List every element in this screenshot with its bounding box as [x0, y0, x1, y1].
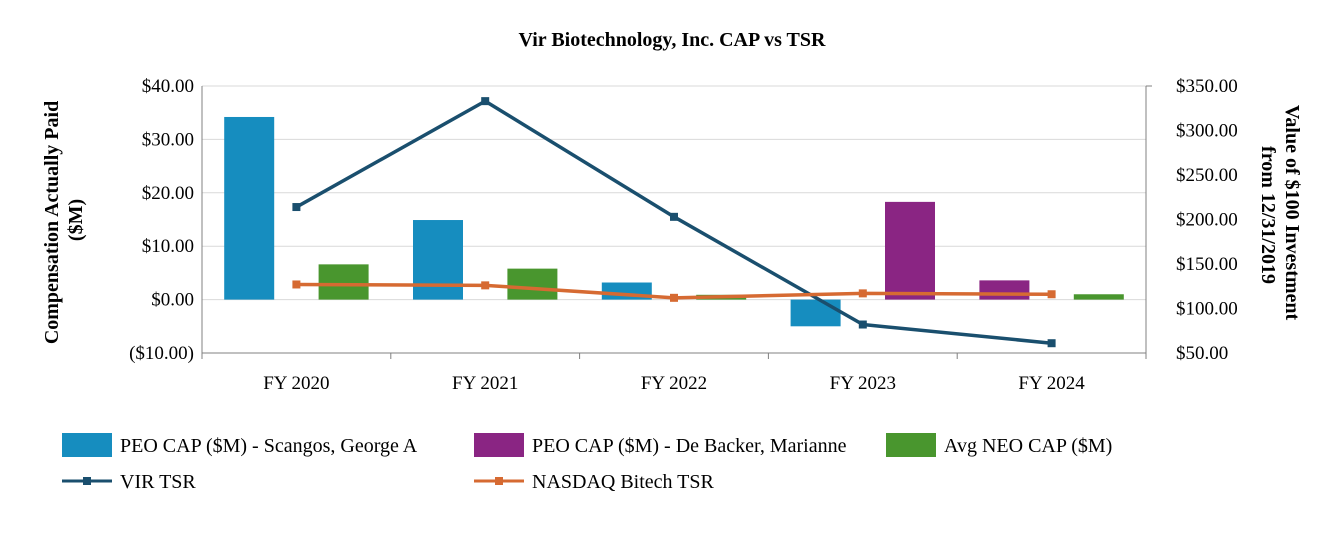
legend-marker-vir-tsr: [83, 477, 91, 485]
x-tick-label: FY 2023: [830, 373, 896, 394]
legend-label-avg-neo: Avg NEO CAP ($M): [944, 435, 1112, 457]
y-axis-right-title: Value of $100 Investment from 12/31/2019: [1257, 105, 1303, 325]
legend-label-vir-tsr: VIR TSR: [120, 471, 196, 493]
y-right-tick-label: $100.00: [1176, 299, 1238, 320]
lines: [292, 97, 1056, 348]
y-left-tick-label: ($10.00): [129, 343, 194, 364]
series-point: [1047, 290, 1056, 299]
bar: [1073, 294, 1124, 300]
series-point: [292, 280, 301, 289]
y-right-tick-label: $250.00: [1176, 165, 1238, 186]
series-point: [670, 212, 678, 221]
bar: [790, 299, 841, 327]
y-left-tick-label: $20.00: [142, 183, 194, 204]
series-point: [858, 289, 867, 298]
y-right-tick-label: $350.00: [1176, 76, 1238, 97]
series-point: [1047, 339, 1056, 348]
y-right-tick-label: $50.00: [1176, 343, 1228, 364]
y-axis-left-title-line2: ($M): [65, 199, 87, 241]
y-axis-right-title-line1: Value of $100 Investment: [1281, 105, 1303, 321]
x-tick-label: FY 2022: [641, 373, 707, 394]
series-line: [295, 99, 1052, 345]
series-point: [670, 293, 678, 302]
y-left-tick-label: $40.00: [142, 76, 194, 97]
y-right-tick-label: $200.00: [1176, 210, 1238, 231]
bar: [413, 220, 463, 300]
bar: [979, 280, 1030, 300]
x-tick-label: FY 2024: [1018, 373, 1085, 394]
legend-marker-nasdaq-tsr: [495, 477, 503, 485]
y-right-tick-label: $150.00: [1176, 254, 1238, 275]
y-left-tick-label: $30.00: [142, 129, 194, 150]
legend-swatch-peo-debacker: [474, 433, 524, 457]
bar: [885, 201, 935, 300]
legend-label-peo-debacker: PEO CAP ($M) - De Backer, Marianne: [532, 435, 847, 457]
legend: PEO CAP ($M) - Scangos, George A PEO CAP…: [62, 433, 1112, 493]
legend-label-peo-scangos: PEO CAP ($M) - Scangos, George A: [120, 435, 418, 457]
y-axis-left-title-line1: Compensation Actually Paid: [41, 101, 63, 344]
series-point: [481, 97, 490, 106]
y-left-tick-label: $10.00: [142, 236, 194, 257]
axes: ($10.00) $0.00 $10.00 $20.00 $30.00 $40.00 $50…: [129, 76, 1238, 394]
bar: [224, 116, 275, 300]
series-point: [481, 281, 490, 290]
y-right-tick-label: $300.00: [1176, 121, 1238, 142]
bar: [507, 268, 558, 300]
legend-swatch-avg-neo: [886, 433, 936, 457]
legend-swatch-peo-scangos: [62, 433, 112, 457]
x-tick-label: FY 2021: [452, 373, 518, 394]
y-axis-right-title-line2: from 12/31/2019: [1257, 146, 1279, 284]
series-point: [292, 203, 301, 212]
y-left-tick-label: $0.00: [151, 290, 194, 311]
x-tick-label: FY 2020: [263, 373, 329, 394]
bar: [318, 264, 369, 300]
y-axis-left-title: Compensation Actually Paid ($M): [41, 96, 87, 344]
legend-label-nasdaq-tsr: NASDAQ Bitech TSR: [532, 471, 715, 493]
series-point: [858, 320, 867, 329]
chart-title: Vir Biotechnology, Inc. CAP vs TSR: [519, 29, 826, 51]
